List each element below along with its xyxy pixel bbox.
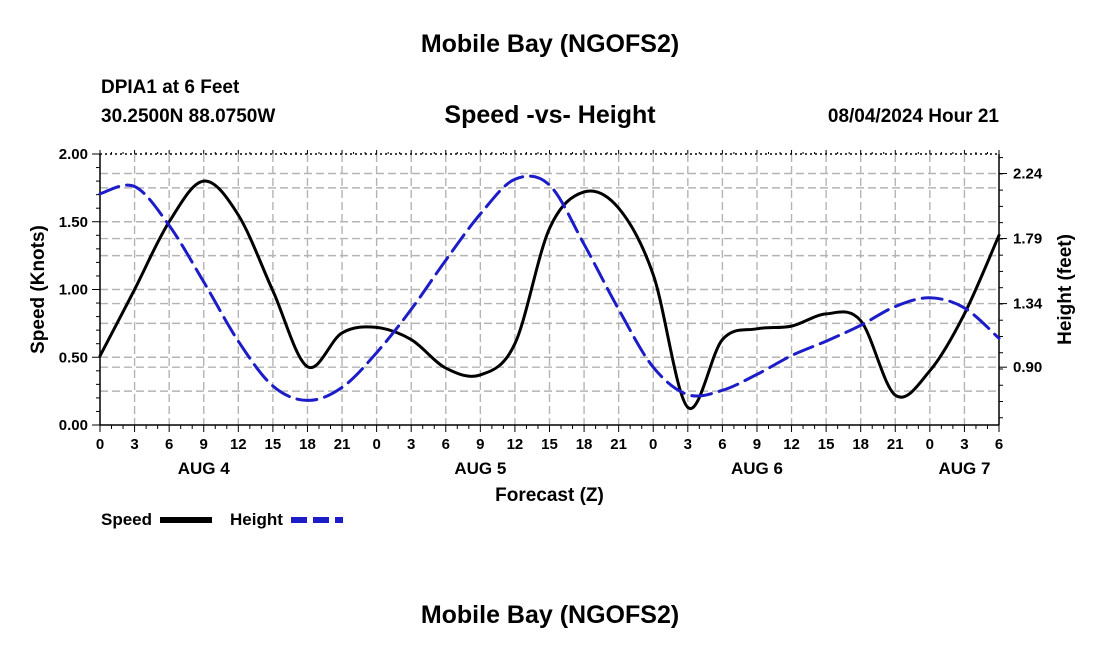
y2-tick-label: 1.79 [1013, 231, 1042, 248]
x-tick-label: 21 [887, 436, 904, 453]
x-tick-label: 21 [610, 436, 627, 453]
speed-series-line [98, 179, 1001, 410]
y-axis-title: Speed (Knots) [28, 225, 49, 354]
y-tick-label: 0.00 [59, 417, 88, 434]
x-tick-label: 12 [783, 436, 800, 453]
x-tick-label: 15 [818, 436, 835, 453]
chart-subtitle: Speed -vs- Height [444, 101, 656, 129]
forecast-datetime: 08/04/2024 Hour 21 [827, 106, 999, 127]
x-tick-label: 6 [442, 436, 450, 453]
y2-axis-title: Height (feet) [1055, 234, 1076, 345]
station-name: DPIA1 at 6 Feet [101, 77, 240, 98]
x-day-label: AUG 7 [938, 459, 990, 478]
x-tick-label: 12 [230, 436, 247, 453]
y-tick-label: 0.50 [59, 349, 88, 366]
x-day-label: AUG 6 [731, 459, 783, 478]
legend-speed-label: Speed [101, 510, 152, 529]
axes [92, 150, 1007, 432]
x-tick-label: 15 [265, 436, 282, 453]
legend: Speed Height [101, 510, 343, 529]
x-day-label: AUG 5 [454, 459, 506, 478]
x-tick-label: 6 [995, 436, 1003, 453]
x-tick-label: 6 [718, 436, 726, 453]
y2-tick-label: 2.24 [1013, 166, 1043, 183]
x-tick-label: 3 [960, 436, 968, 453]
x-tick-label: 15 [541, 436, 558, 453]
x-tick-label: 9 [200, 436, 208, 453]
x-day-label: AUG 4 [178, 459, 231, 478]
x-tick-label: 18 [852, 436, 869, 453]
x-tick-label: 3 [407, 436, 415, 453]
x-axis-title: Forecast (Z) [495, 485, 604, 506]
grid [100, 154, 999, 425]
series-layer [98, 174, 1001, 410]
x-tick-label: 9 [476, 436, 484, 453]
x-tick-label: 12 [507, 436, 524, 453]
x-tick-label: 3 [130, 436, 138, 453]
legend-height-label: Height [230, 510, 283, 529]
x-tick-label: 0 [926, 436, 934, 453]
x-tick-label: 6 [165, 436, 173, 453]
footer-title: Mobile Bay (NGOFS2) [420, 601, 680, 629]
chart-title: Mobile Bay (NGOFS2) [420, 30, 680, 58]
x-tick-label: 3 [684, 436, 692, 453]
x-tick-label: 21 [334, 436, 351, 453]
x-tick-label: 9 [753, 436, 761, 453]
y-tick-label: 1.00 [59, 282, 88, 299]
y-tick-label: 1.50 [59, 214, 88, 231]
station-coordinates: 30.2500N 88.0750W [101, 106, 276, 127]
x-tick-label: 0 [96, 436, 104, 453]
y2-tick-label: 1.34 [1013, 296, 1043, 313]
y-tick-label: 2.00 [59, 146, 88, 163]
x-tick-label: 0 [372, 436, 380, 453]
axis-labels: Forecast (Z) Speed (Knots) Height (feet)… [28, 146, 1076, 506]
x-tick-label: 18 [576, 436, 593, 453]
y2-tick-label: 0.90 [1013, 359, 1042, 376]
x-tick-label: 18 [299, 436, 316, 453]
height-series-line [98, 174, 1001, 402]
x-tick-label: 0 [649, 436, 657, 453]
